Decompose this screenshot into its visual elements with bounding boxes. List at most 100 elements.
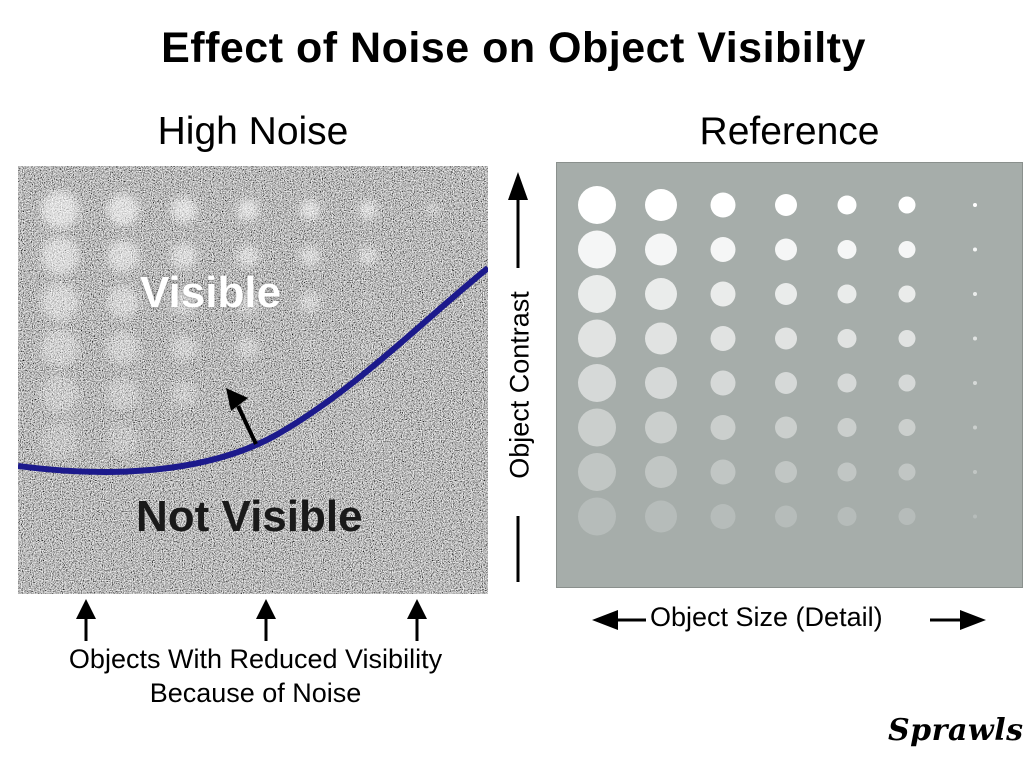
noisy-object	[171, 335, 197, 361]
reference-dot	[645, 411, 677, 444]
reference-dot	[578, 497, 616, 536]
reference-dot	[645, 189, 677, 221]
reference-dot	[578, 453, 616, 491]
reference-dot	[775, 327, 797, 350]
noisy-object	[41, 329, 79, 367]
reference-dot	[578, 408, 616, 447]
reference-dot	[775, 194, 797, 216]
reference-dot	[775, 505, 797, 528]
noisy-object	[359, 431, 377, 449]
reference-dot	[898, 285, 916, 303]
reference-dot	[710, 237, 736, 262]
reference-dot	[710, 504, 736, 529]
reference-dot	[775, 238, 797, 261]
reference-dot	[837, 507, 857, 526]
reference-dot-grid	[578, 186, 977, 536]
reference-dot	[578, 319, 616, 358]
reference-dot	[973, 203, 977, 207]
reference-dot	[710, 281, 736, 307]
reference-dot	[898, 374, 916, 392]
noisy-object	[107, 286, 139, 318]
noisy-object	[237, 199, 259, 221]
noisy-object	[237, 245, 259, 267]
reference-dot	[898, 241, 916, 258]
noisy-object	[107, 378, 139, 410]
reference-dot	[973, 470, 977, 474]
noisy-object	[237, 337, 259, 359]
pointer-arrow-1	[76, 599, 96, 641]
reference-dot	[898, 419, 916, 436]
noisy-object	[359, 247, 377, 265]
noisy-object	[300, 292, 320, 312]
noisy-object	[359, 339, 377, 357]
noisy-object	[41, 191, 79, 229]
caption-line-1: Objects With Reduced Visibility	[68, 644, 443, 674]
noisy-object	[359, 201, 377, 219]
reference-dot	[837, 373, 857, 393]
reference-dot	[775, 283, 797, 305]
reference-dot	[837, 195, 857, 215]
noisy-object	[300, 384, 320, 404]
reference-dot	[973, 381, 977, 385]
reference-dot	[898, 196, 916, 214]
noisy-object	[41, 375, 79, 413]
noisy-object	[171, 289, 197, 315]
visible-region-label: Visible	[140, 268, 282, 317]
reference-dot	[645, 367, 677, 399]
reference-dot	[898, 508, 916, 525]
noisy-object	[107, 194, 139, 226]
reference-label: Reference	[699, 110, 880, 153]
reference-dot	[710, 459, 736, 485]
reference-dot	[578, 275, 616, 313]
noisy-object	[428, 251, 438, 261]
noisy-object	[171, 243, 197, 269]
noisy-object	[359, 385, 377, 403]
noisy-object	[237, 291, 259, 313]
reference-dot	[973, 292, 977, 296]
high-noise-label: High Noise	[157, 110, 349, 153]
reference-dot	[837, 462, 857, 482]
noisy-object	[428, 297, 438, 307]
reference-dot	[645, 322, 677, 355]
noisy-object	[107, 424, 139, 456]
reference-dot	[837, 240, 857, 259]
noisy-object	[41, 283, 79, 321]
size-axis-arrow	[592, 610, 986, 630]
noisy-object	[428, 343, 438, 353]
noisy-object	[359, 293, 377, 311]
reference-dot	[898, 330, 916, 347]
reference-dot	[645, 456, 677, 488]
noisy-object	[107, 332, 139, 364]
reference-dot	[775, 416, 797, 439]
reference-dot	[973, 247, 977, 252]
reference-dot	[837, 418, 857, 437]
reference-dot	[710, 192, 736, 218]
noisy-object	[300, 430, 320, 450]
noisy-object	[428, 389, 438, 399]
noisy-object	[171, 197, 197, 223]
noisy-object	[300, 200, 320, 220]
reference-dot	[645, 500, 677, 533]
reference-dot	[578, 364, 616, 402]
visibility-threshold-curve	[18, 265, 488, 475]
object-size-label: Object Size (Detail)	[650, 602, 883, 632]
noisy-object	[428, 205, 438, 215]
reference-dot	[973, 514, 977, 519]
reference-dot	[710, 370, 736, 396]
pointer-arrow-2	[256, 599, 276, 641]
reference-image	[556, 162, 1023, 588]
reference-dot	[837, 284, 857, 304]
reference-dot	[710, 326, 736, 351]
reference-dot	[578, 186, 616, 224]
noisy-object	[300, 246, 320, 266]
noisy-object	[300, 338, 320, 358]
author-signature: Sprawls	[888, 713, 1024, 748]
not-visible-region-label: Not Visible	[136, 492, 363, 541]
reference-dot	[645, 233, 677, 266]
reference-dot	[645, 278, 677, 310]
improvement-arrow	[226, 388, 258, 445]
high-noise-image: Visible Not Visible	[18, 166, 488, 594]
noisy-object	[41, 421, 79, 459]
pointer-arrow-3	[407, 599, 427, 641]
caption-line-2: Because of Noise	[149, 678, 362, 708]
